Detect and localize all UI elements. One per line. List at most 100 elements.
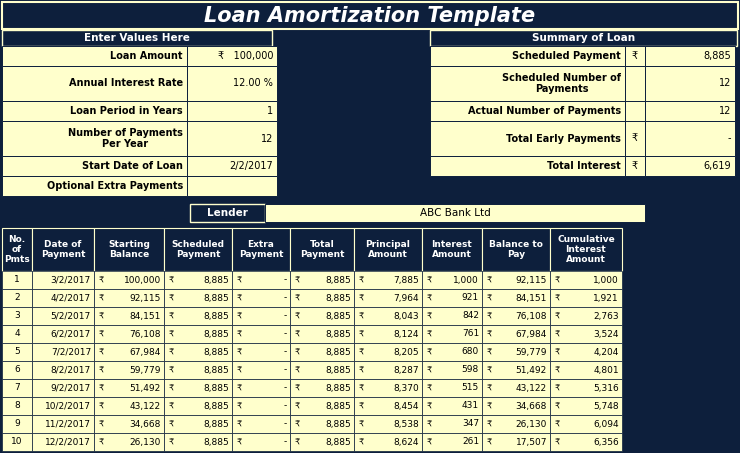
Bar (2, 307, 32, 325)
Text: 680: 680 (462, 347, 479, 357)
Text: ₹: ₹ (426, 329, 431, 338)
Bar (232, 433, 290, 451)
Bar (290, 415, 354, 433)
Text: ₹: ₹ (358, 312, 363, 321)
Text: 92,115: 92,115 (130, 294, 161, 303)
Bar (2, 325, 32, 343)
Text: ₹: ₹ (236, 384, 242, 392)
Text: ₹: ₹ (98, 275, 104, 284)
Text: ₹: ₹ (554, 384, 559, 392)
Bar (422, 307, 482, 325)
Bar (430, 101, 625, 121)
Text: ₹: ₹ (98, 329, 104, 338)
Text: Cumulative
Interest
Amount: Cumulative Interest Amount (557, 235, 615, 265)
Text: 51,492: 51,492 (516, 366, 547, 375)
Text: 8,885: 8,885 (204, 384, 229, 392)
Bar (32, 228, 94, 271)
Bar (290, 379, 354, 397)
Text: ₹: ₹ (168, 329, 174, 338)
Text: 5,748: 5,748 (593, 401, 619, 410)
Text: 8,885: 8,885 (326, 329, 351, 338)
Text: ₹: ₹ (236, 401, 242, 410)
Text: ₹: ₹ (168, 401, 174, 410)
Text: 43,122: 43,122 (516, 384, 547, 392)
Text: 8,454: 8,454 (394, 401, 419, 410)
Bar (354, 379, 422, 397)
Text: 8,885: 8,885 (326, 294, 351, 303)
Bar (2, 66, 187, 101)
Bar (232, 307, 290, 325)
Text: 347: 347 (462, 419, 479, 429)
Text: 515: 515 (462, 384, 479, 392)
Text: 261: 261 (462, 438, 479, 447)
Bar (422, 361, 482, 379)
Bar (32, 361, 94, 379)
Text: 8,885: 8,885 (204, 347, 229, 357)
Text: ₹: ₹ (168, 294, 174, 303)
Text: No.
of
Pmts: No. of Pmts (4, 235, 30, 265)
Bar (164, 379, 232, 397)
Text: ₹: ₹ (486, 384, 491, 392)
Text: ₹: ₹ (358, 329, 363, 338)
Text: ₹: ₹ (358, 275, 363, 284)
Bar (164, 397, 232, 415)
Text: ₹: ₹ (554, 401, 559, 410)
Text: 5,316: 5,316 (593, 384, 619, 392)
Text: 8,885: 8,885 (326, 275, 351, 284)
Bar (290, 289, 354, 307)
Text: 7,885: 7,885 (393, 275, 419, 284)
Text: Annual Interest Rate: Annual Interest Rate (69, 78, 183, 88)
Text: 7,964: 7,964 (394, 294, 419, 303)
Bar (625, 66, 645, 101)
Bar (430, 156, 625, 176)
Text: 6/2/2017: 6/2/2017 (51, 329, 91, 338)
Bar (2, 379, 32, 397)
Bar (645, 66, 735, 101)
Text: 598: 598 (462, 366, 479, 375)
Text: 8,885: 8,885 (204, 329, 229, 338)
Bar (422, 289, 482, 307)
Text: 8/2/2017: 8/2/2017 (51, 366, 91, 375)
Text: 8,885: 8,885 (326, 419, 351, 429)
Bar (190, 204, 265, 222)
Bar (265, 204, 645, 222)
Text: 26,130: 26,130 (516, 419, 547, 429)
Bar (354, 289, 422, 307)
Bar (422, 415, 482, 433)
Text: Principal
Amount: Principal Amount (366, 240, 411, 259)
Text: 76,108: 76,108 (130, 329, 161, 338)
Text: 51,492: 51,492 (130, 384, 161, 392)
Bar (2, 2, 738, 29)
Bar (94, 361, 164, 379)
Bar (290, 228, 354, 271)
Text: 59,779: 59,779 (130, 366, 161, 375)
Text: 3,524: 3,524 (593, 329, 619, 338)
Text: ₹: ₹ (236, 275, 242, 284)
Text: 8,885: 8,885 (326, 384, 351, 392)
Text: -: - (283, 312, 287, 321)
Text: 2,763: 2,763 (593, 312, 619, 321)
Text: ₹: ₹ (295, 312, 300, 321)
Bar (354, 325, 422, 343)
Text: Lender: Lender (207, 208, 248, 218)
Text: 8,885: 8,885 (204, 312, 229, 321)
Bar (550, 271, 622, 289)
Bar (2, 46, 187, 66)
Text: Extra
Payment: Extra Payment (239, 240, 283, 259)
Bar (550, 325, 622, 343)
Text: ₹: ₹ (426, 419, 431, 429)
Text: 10: 10 (11, 438, 23, 447)
Text: 6: 6 (14, 366, 20, 375)
Bar (354, 415, 422, 433)
Bar (290, 433, 354, 451)
Text: 10/2/2017: 10/2/2017 (45, 401, 91, 410)
Text: 92,115: 92,115 (516, 275, 547, 284)
Bar (550, 228, 622, 271)
Text: -: - (283, 401, 287, 410)
Text: ₹: ₹ (358, 294, 363, 303)
Text: -: - (283, 438, 287, 447)
Bar (550, 289, 622, 307)
Bar (2, 271, 32, 289)
Text: 4,204: 4,204 (593, 347, 619, 357)
Bar (422, 325, 482, 343)
